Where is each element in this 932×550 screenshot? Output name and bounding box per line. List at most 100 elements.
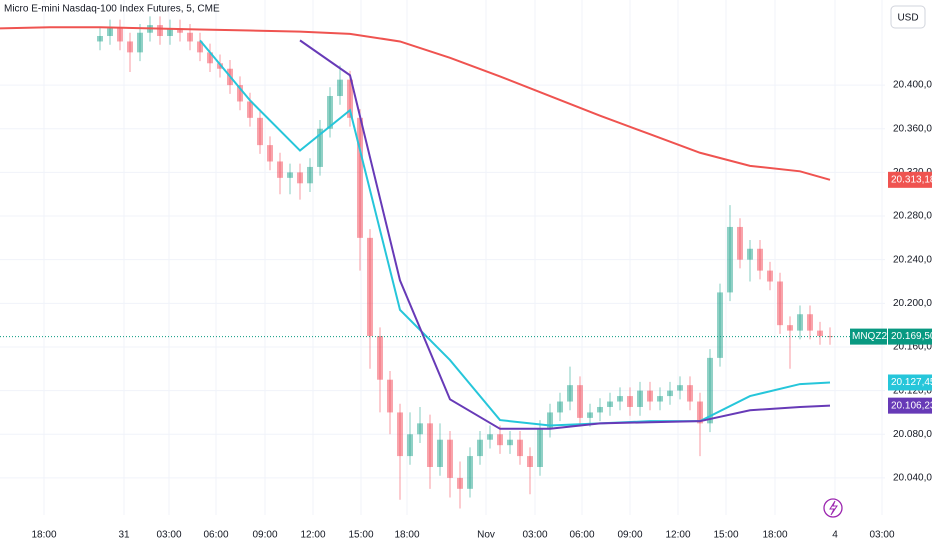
candle-body — [427, 423, 433, 467]
candle-body — [557, 401, 563, 413]
candle-body — [827, 336, 833, 338]
y-tick-label: 20.400,00 — [893, 80, 932, 91]
price-label-box — [888, 171, 932, 188]
x-tick-label: 03:00 — [522, 530, 547, 541]
x-tick-label: 12:00 — [665, 530, 690, 541]
candle-body — [467, 456, 473, 489]
icon-circle[interactable] — [823, 498, 843, 518]
price-label-box — [888, 374, 932, 391]
candle-body — [657, 396, 663, 402]
candle-body — [667, 390, 673, 397]
candle-body — [297, 172, 303, 184]
candle-body — [527, 456, 533, 467]
price-label: 20.169,50 — [891, 331, 932, 342]
price-label: 20.106,23 — [891, 400, 932, 411]
candle-body — [367, 237, 373, 337]
candle-body — [497, 434, 503, 446]
candle-body — [687, 385, 693, 402]
x-tick-label: 06:00 — [569, 530, 594, 541]
y-tick-label: 20.360,00 — [893, 123, 932, 134]
x-tick-label: 12:00 — [300, 530, 325, 541]
plot — [0, 16, 885, 509]
icon-bolt[interactable] — [829, 500, 838, 516]
x-tick-label: 4 — [832, 530, 838, 541]
candle-body — [417, 423, 423, 435]
candle-body — [617, 396, 623, 402]
candle-body — [237, 85, 243, 102]
candle-body — [727, 226, 733, 293]
candle-body — [447, 439, 453, 478]
grid — [0, 0, 885, 515]
candle-body — [747, 248, 753, 260]
x-tick-label: 18:00 — [31, 530, 56, 541]
y-tick-label: 20.040,00 — [893, 473, 932, 484]
price-label-box — [888, 328, 932, 345]
candle-body — [127, 41, 133, 53]
candle-body — [697, 401, 703, 424]
candle-body — [317, 128, 323, 167]
candle-body — [187, 32, 193, 42]
candle-body — [807, 314, 813, 331]
candle-body — [757, 248, 763, 271]
candle-body — [477, 439, 483, 457]
candle-body — [197, 41, 203, 53]
candle-body — [287, 172, 293, 178]
y-tick-label: 20.080,00 — [893, 429, 932, 440]
candle-body — [377, 336, 383, 380]
candle-body — [597, 406, 603, 413]
price-label: 20.313,18 — [891, 174, 932, 185]
candle-body — [537, 428, 543, 467]
candle-body — [327, 96, 333, 129]
candle-body — [587, 412, 593, 418]
x-tick-label: 18:00 — [762, 530, 787, 541]
candle-body — [507, 439, 513, 446]
currency-label[interactable]: USD — [897, 13, 918, 24]
candle-body — [517, 439, 523, 457]
candle-body — [787, 325, 793, 331]
candle-body — [717, 292, 723, 358]
y-tick-label: 20.200,00 — [893, 298, 932, 309]
axes: 20.040,00 20.080,00 20.120,00 20.160,00 20.2… — [31, 80, 932, 541]
y-tick-label: 20.160,00 — [893, 342, 932, 353]
x-tick-label: 03:00 — [869, 530, 894, 541]
candle-body — [567, 385, 573, 402]
currency-button[interactable] — [890, 5, 926, 29]
candle-body — [637, 390, 643, 407]
x-tick-label: 31 — [118, 530, 130, 541]
lightning-icon[interactable] — [823, 498, 843, 518]
indicator-line — [199, 39, 831, 427]
candle-body — [357, 117, 363, 238]
candle-body — [817, 330, 823, 337]
candle-body — [397, 412, 403, 457]
symbol-label-box — [850, 328, 887, 345]
x-tick-label: 18:00 — [394, 530, 419, 541]
indicator-line — [299, 39, 831, 430]
candle-body — [707, 357, 713, 424]
candle-body — [257, 117, 263, 146]
candle-body — [117, 28, 123, 42]
candle-body — [217, 63, 223, 69]
candle-body — [607, 401, 613, 407]
y-tick-label: 20.120,00 — [893, 385, 932, 396]
y-tick-label: 20.280,00 — [893, 211, 932, 222]
candle-body — [207, 52, 213, 64]
x-tick-label: 03:00 — [156, 530, 181, 541]
candle-body — [107, 28, 113, 37]
chart-title: Micro E-mini Nasdaq-100 Index Futures, 5… — [4, 4, 220, 15]
indicator-line — [0, 26, 831, 181]
price-label: 20.127,45 — [891, 377, 932, 388]
candle-body — [97, 36, 103, 42]
candle-body — [457, 477, 463, 489]
candle-body — [737, 226, 743, 260]
candle-body — [677, 385, 683, 391]
candle-body — [437, 439, 443, 467]
candle-body — [277, 161, 283, 178]
candle-body — [767, 270, 773, 282]
candle-body — [487, 434, 493, 440]
x-tick-label: 15:00 — [713, 530, 738, 541]
x-tick-label: 09:00 — [617, 530, 642, 541]
candle-body — [797, 314, 803, 331]
